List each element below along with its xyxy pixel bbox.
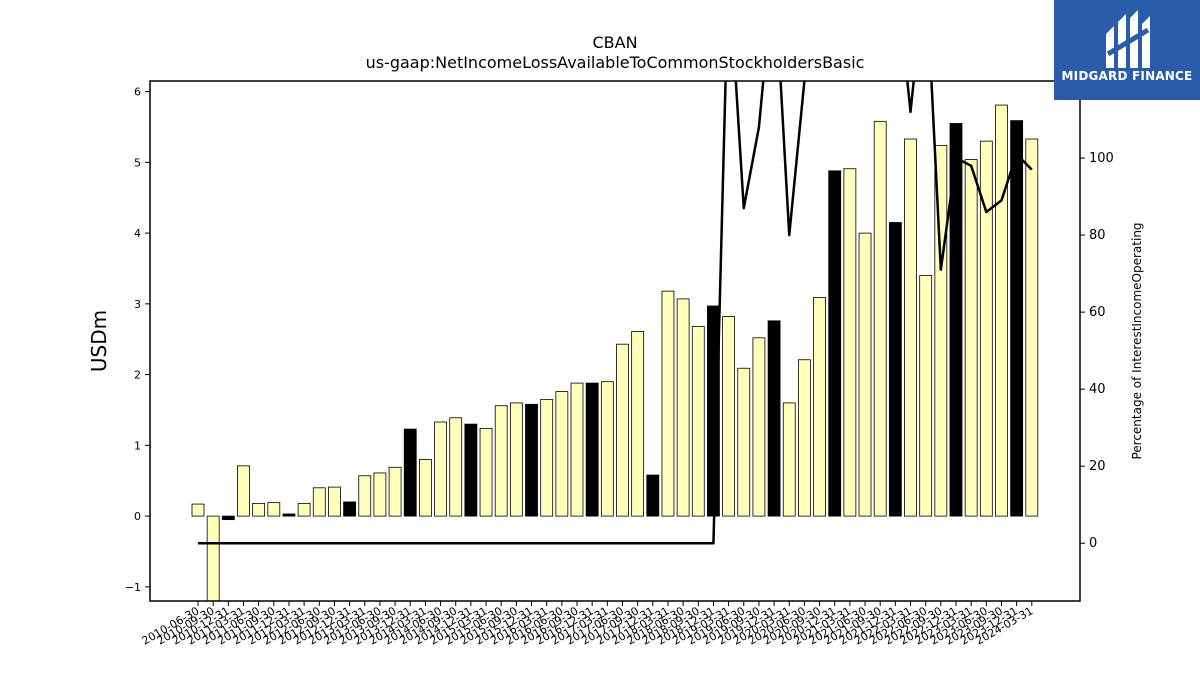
bar-2015-06-30	[494, 405, 508, 517]
y-tick-label: 3	[134, 298, 141, 311]
bar-2013-03-31	[358, 475, 372, 517]
bar-2015-03-31	[479, 427, 493, 517]
y-tick-label: 6	[134, 86, 141, 99]
bar-2017-12-31	[646, 474, 660, 517]
bar-2011-06-30	[252, 502, 266, 517]
bar-2016-12-31	[585, 382, 599, 517]
bar-2019-09-30	[752, 337, 766, 517]
bar-2012-06-30	[312, 487, 326, 517]
chart-title: CBAN	[592, 33, 637, 52]
bar-2010-09-30	[206, 515, 220, 601]
bar-2016-09-30	[570, 382, 584, 517]
y2-tick-label: 20	[1089, 459, 1106, 474]
bar-2022-06-30	[919, 275, 933, 517]
bar-2010-06-30	[191, 503, 205, 517]
bar-2022-03-31	[904, 138, 917, 517]
bar-2021-03-31	[843, 168, 857, 517]
bar-2017-09-30	[631, 331, 645, 517]
y2-tick-label: 0	[1089, 536, 1097, 551]
bar-2014-09-30	[449, 417, 463, 517]
bar-2015-12-31	[525, 403, 538, 517]
bar-2018-06-30	[676, 298, 690, 517]
bar-2012-09-30	[328, 486, 341, 517]
logo-mark-icon	[1106, 10, 1150, 68]
line-group	[198, 81, 1033, 545]
bar-2015-09-30	[509, 402, 523, 517]
bar-2012-12-31	[343, 501, 357, 517]
bar-2012-03-31	[297, 502, 311, 517]
bar-2011-03-31	[237, 465, 250, 517]
bar-2010-12-31	[221, 515, 235, 521]
logo-text: MIDGARD FINANCE	[1061, 69, 1193, 83]
y2-tick-label: 100	[1089, 151, 1114, 166]
bar-2018-03-31	[661, 290, 675, 517]
bar-2019-12-31	[767, 320, 781, 517]
bar-2014-03-31	[418, 459, 432, 517]
bar-2017-06-30	[616, 343, 629, 517]
plot-frame	[149, 80, 1081, 602]
y-tick-label: 0	[134, 510, 141, 523]
bar-2023-12-31	[1010, 120, 1024, 517]
bar-2021-09-30	[873, 120, 887, 517]
bar-2011-12-31	[282, 513, 296, 517]
y2-tick-label: 40	[1089, 382, 1106, 397]
y-tick-label: 5	[134, 156, 141, 169]
bar-2021-12-31	[888, 222, 902, 517]
bar-2013-09-30	[388, 466, 402, 517]
y-tick-label: −1	[125, 581, 141, 594]
ratio-line	[198, 81, 1033, 545]
x-axis-ticks: 2010-06-302010-09-302010-12-312011-03-31…	[140, 601, 1035, 648]
y-tick-label: 1	[134, 439, 141, 452]
bar-2022-12-31	[949, 123, 963, 517]
bar-2020-12-31	[828, 170, 842, 517]
bar-2019-03-31	[722, 316, 735, 517]
left-axis-ticks: −1 0 1 2 3 4 5 6	[125, 86, 150, 594]
y2-tick-label: 80	[1089, 228, 1106, 243]
bar-2023-09-30	[995, 104, 1008, 517]
bar-2024-03-31	[1025, 138, 1039, 517]
y-tick-label: 4	[134, 227, 141, 240]
bar-2014-06-30	[434, 421, 447, 517]
bars-group	[191, 104, 1039, 601]
bar-2023-06-30	[979, 140, 993, 517]
bar-2017-03-31	[600, 381, 614, 517]
y-tick-label: 2	[134, 369, 141, 382]
bar-2020-06-30	[798, 359, 811, 517]
bar-2016-03-31	[540, 398, 554, 517]
bar-2014-12-31	[464, 423, 478, 517]
bar-2016-06-30	[555, 391, 569, 517]
bar-2019-06-30	[737, 367, 751, 517]
bar-2013-12-31	[403, 428, 417, 517]
bar-2011-09-30	[267, 502, 281, 517]
midgard-finance-logo: MIDGARD FINANCE	[1054, 0, 1200, 100]
bar-2020-03-31	[782, 402, 796, 517]
bar-2018-09-30	[691, 326, 705, 517]
right-axis-ticks: 0 20 40 60 80 100	[1080, 151, 1114, 551]
bar-2020-09-30	[813, 297, 826, 517]
y-axis-label: USDm	[87, 310, 111, 372]
bar-2023-03-31	[964, 159, 978, 517]
y2-tick-label: 60	[1089, 305, 1106, 320]
y2-axis-label: Percentage of InterestIncomeOperating	[1130, 222, 1144, 459]
chart-subtitle: us-gaap:NetIncomeLossAvailableToCommonSt…	[366, 53, 865, 72]
bar-2021-06-30	[858, 232, 872, 517]
bar-2013-06-30	[373, 472, 387, 517]
bar-2022-09-30	[934, 144, 948, 517]
